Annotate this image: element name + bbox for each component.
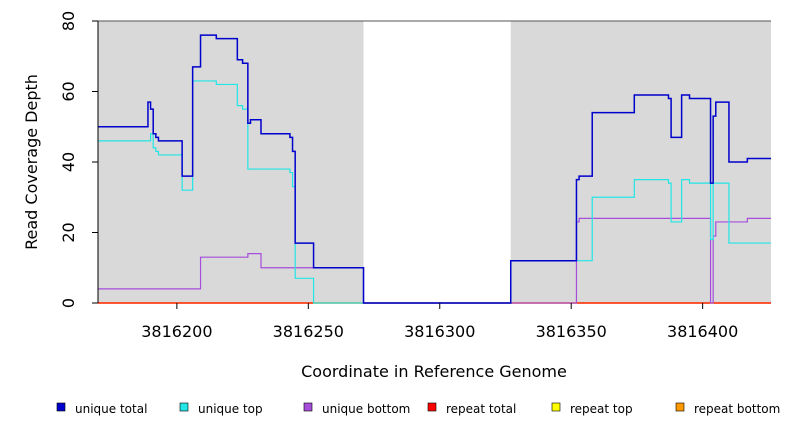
series-layer [98,34,771,304]
x-tick-label: 3816300 [404,322,475,341]
legend-label-repeat-top: repeat top [570,402,633,416]
shaded-regions [98,21,771,303]
x-tick-label: 3816200 [141,322,212,341]
series-line-unique-top [98,80,771,304]
series-line-unique-total [98,34,771,304]
axes: 0 20 40 60 80 3816200 3816250 3816300 3816350 381… [59,11,771,341]
shaded-region-1 [510,21,771,303]
legend-label-unique-top: unique top [198,402,263,416]
y-tick-label: 60 [59,81,78,101]
x-tick-label: 3816350 [536,322,607,341]
legend-swatch-repeat-bottom [675,402,685,412]
legend-label-repeat-bottom: repeat bottom [694,402,780,416]
y-axis-title: Read Coverage Depth [22,74,41,250]
y-tick-label: 20 [59,222,78,242]
shaded-region-0 [98,21,364,303]
x-tick-label: 3816400 [667,322,738,341]
legend-label-unique-total: unique total [75,402,147,416]
legend-swatch-repeat-total [427,402,437,412]
legend-swatch-repeat-top [551,402,561,412]
y-tick-label: 0 [59,298,78,308]
legend-label-unique-bottom: unique bottom [322,402,410,416]
x-axis-title: Coordinate in Reference Genome [301,362,567,381]
legend: unique total unique top unique bottom repea… [56,402,780,416]
legend-swatch-unique-total [56,402,66,412]
y-tick-label: 80 [59,11,78,31]
y-tick-label: 40 [59,152,78,172]
legend-label-repeat-total: repeat total [446,402,516,416]
legend-swatch-unique-top [179,402,189,412]
legend-swatch-unique-bottom [303,402,313,412]
x-tick-label: 3816250 [273,322,344,341]
